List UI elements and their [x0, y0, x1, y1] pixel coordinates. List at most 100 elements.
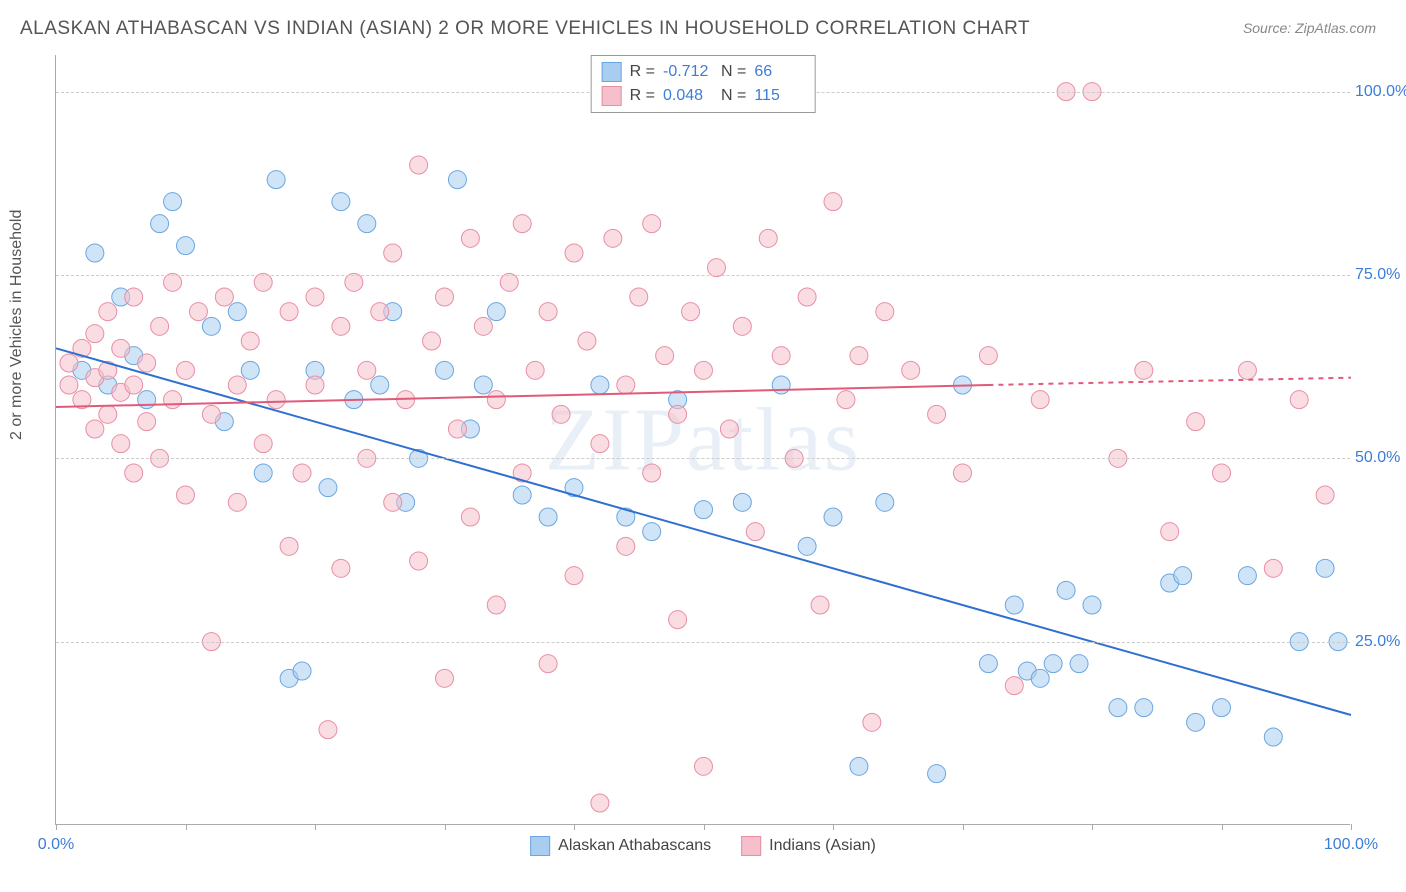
scatter-point — [177, 237, 195, 255]
scatter-point — [228, 303, 246, 321]
y-tick-label: 75.0% — [1355, 266, 1405, 284]
scatter-point — [837, 391, 855, 409]
scatter-point — [1290, 391, 1308, 409]
scatter-point — [604, 229, 622, 247]
scatter-point — [60, 354, 78, 372]
stats-n-label-1: N = — [721, 87, 746, 105]
scatter-point — [254, 464, 272, 482]
bottom-legend-label-1: Indians (Asian) — [769, 837, 876, 855]
scatter-point — [772, 376, 790, 394]
stats-r-value-1: 0.048 — [663, 87, 713, 105]
scatter-point — [669, 405, 687, 423]
scatter-point — [1213, 699, 1231, 717]
scatter-point — [319, 721, 337, 739]
stats-r-value-0: -0.712 — [663, 63, 713, 81]
stats-row-series-0: R = -0.712 N = 66 — [602, 60, 805, 84]
scatter-point — [202, 405, 220, 423]
legend-swatch-0 — [602, 62, 622, 82]
scatter-point — [513, 486, 531, 504]
scatter-point — [332, 559, 350, 577]
scatter-point — [798, 288, 816, 306]
scatter-point — [1044, 655, 1062, 673]
scatter-point — [1031, 391, 1049, 409]
scatter-point — [539, 303, 557, 321]
scatter-point — [1005, 677, 1023, 695]
scatter-point — [293, 464, 311, 482]
scatter-point — [215, 288, 233, 306]
x-tick-mark — [56, 824, 57, 830]
bottom-legend-swatch-1 — [741, 836, 761, 856]
scatter-point — [138, 413, 156, 431]
scatter-point — [1238, 361, 1256, 379]
scatter-point — [643, 215, 661, 233]
scatter-plot-svg — [56, 55, 1350, 824]
scatter-point — [1005, 596, 1023, 614]
scatter-point — [332, 317, 350, 335]
scatter-point — [293, 662, 311, 680]
scatter-point — [487, 391, 505, 409]
scatter-point — [280, 537, 298, 555]
scatter-point — [979, 347, 997, 365]
scatter-point — [177, 486, 195, 504]
scatter-point — [332, 193, 350, 211]
scatter-point — [125, 288, 143, 306]
bottom-legend-label-0: Alaskan Athabascans — [558, 837, 711, 855]
scatter-point — [371, 303, 389, 321]
y-tick-label: 50.0% — [1355, 449, 1405, 467]
scatter-point — [1187, 713, 1205, 731]
scatter-point — [267, 171, 285, 189]
scatter-point — [254, 435, 272, 453]
gridline-h — [56, 458, 1350, 459]
scatter-point — [772, 347, 790, 365]
chart-container: ALASKAN ATHABASCAN VS INDIAN (ASIAN) 2 O… — [0, 0, 1406, 892]
scatter-point — [384, 493, 402, 511]
scatter-point — [500, 273, 518, 291]
scatter-point — [863, 713, 881, 731]
legend-swatch-1 — [602, 86, 622, 106]
scatter-point — [241, 361, 259, 379]
scatter-point — [720, 420, 738, 438]
scatter-point — [539, 655, 557, 673]
scatter-point — [99, 405, 117, 423]
scatter-point — [448, 420, 466, 438]
scatter-point — [565, 244, 583, 262]
scatter-point — [345, 273, 363, 291]
scatter-point — [1316, 486, 1334, 504]
x-tick-mark — [1222, 824, 1223, 830]
stats-n-value-0: 66 — [754, 63, 804, 81]
stats-legend: R = -0.712 N = 66 R = 0.048 N = 115 — [591, 55, 816, 113]
scatter-point — [1057, 581, 1075, 599]
x-tick-mark — [833, 824, 834, 830]
x-tick-mark — [963, 824, 964, 830]
trend-line-extrapolated — [988, 378, 1351, 385]
scatter-point — [151, 215, 169, 233]
x-tick-mark — [1351, 824, 1352, 830]
scatter-point — [1187, 413, 1205, 431]
scatter-point — [591, 435, 609, 453]
scatter-point — [1238, 567, 1256, 585]
scatter-point — [979, 655, 997, 673]
scatter-point — [436, 288, 454, 306]
scatter-point — [99, 303, 117, 321]
x-tick-mark — [445, 824, 446, 830]
scatter-point — [954, 464, 972, 482]
scatter-point — [682, 303, 700, 321]
bottom-legend-item-0: Alaskan Athabascans — [530, 836, 711, 856]
scatter-point — [876, 303, 894, 321]
scatter-point — [1161, 523, 1179, 541]
scatter-point — [436, 361, 454, 379]
scatter-point — [254, 273, 272, 291]
scatter-point — [617, 376, 635, 394]
scatter-point — [228, 376, 246, 394]
scatter-point — [164, 391, 182, 409]
scatter-point — [410, 552, 428, 570]
y-tick-label: 25.0% — [1355, 633, 1405, 651]
scatter-point — [112, 435, 130, 453]
scatter-point — [1135, 699, 1153, 717]
scatter-point — [202, 317, 220, 335]
scatter-point — [617, 537, 635, 555]
scatter-point — [539, 508, 557, 526]
stats-n-value-1: 115 — [754, 87, 804, 105]
scatter-point — [733, 317, 751, 335]
scatter-point — [824, 193, 842, 211]
